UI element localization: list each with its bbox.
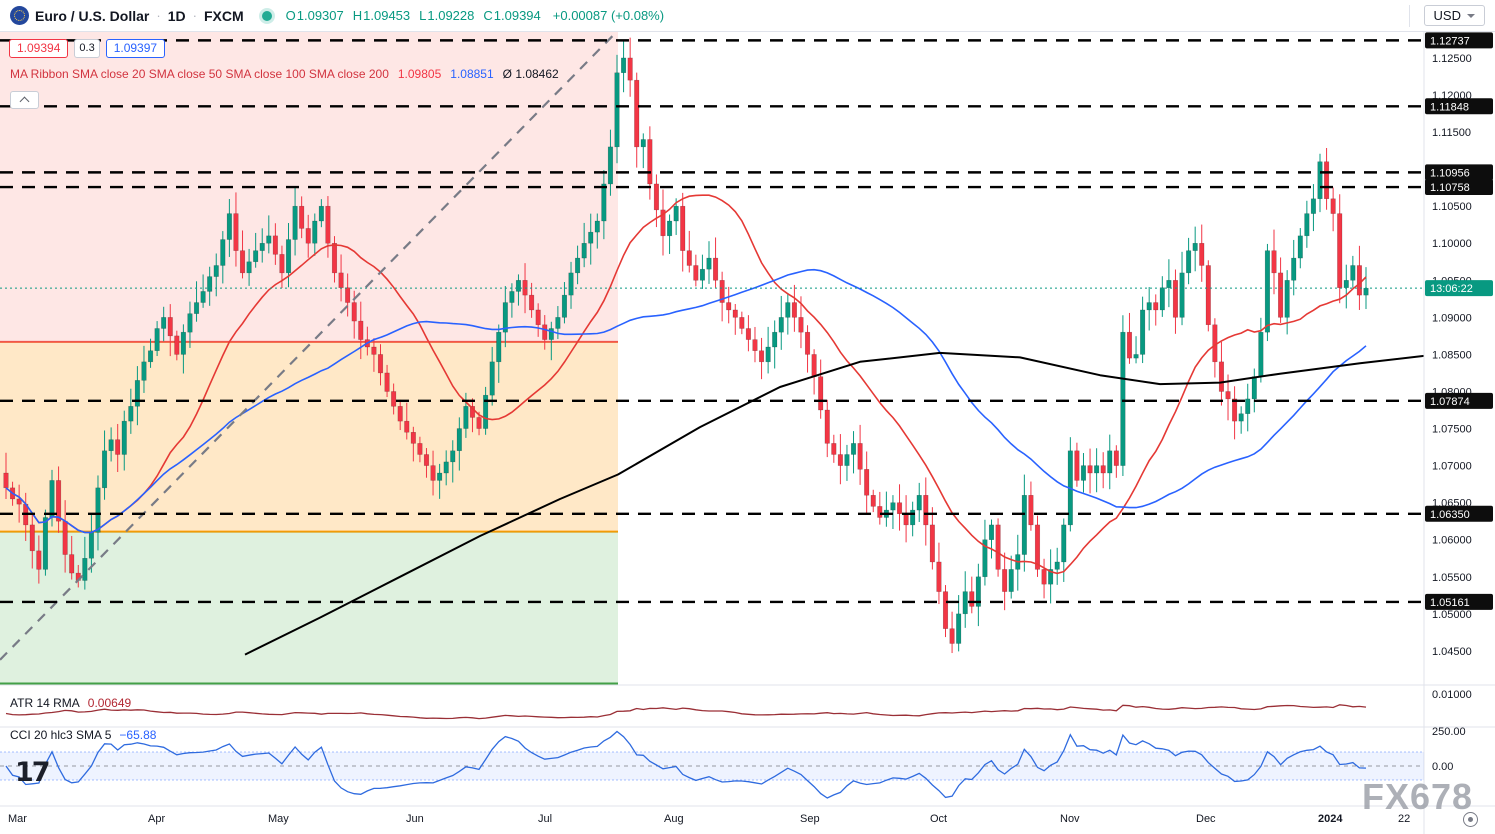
- time-axis-label: Dec: [1196, 813, 1216, 825]
- sma-200-line: [244, 351, 1424, 656]
- price-tick-label: 1.07500: [1432, 424, 1472, 436]
- price-level-badge-label: 1.12737: [1430, 35, 1470, 47]
- price-level-badge[interactable]: [1425, 179, 1493, 196]
- high-label: H: [352, 8, 363, 23]
- price-tick-label: 1.10500: [1432, 201, 1472, 213]
- price-level-badge-label: 1.05161: [1430, 597, 1470, 609]
- high-value: 1.09453: [363, 8, 411, 23]
- cci-tick-label: 250.00: [1432, 726, 1466, 738]
- low-value: 1.09228: [427, 8, 475, 23]
- ma-ribbon-value-1: 1.09805: [397, 67, 442, 81]
- currency-label: USD: [1433, 8, 1461, 23]
- symbol-title[interactable]: Euro / U.S. Dollar: [35, 7, 150, 24]
- separator: ·: [192, 8, 197, 23]
- bid-badge[interactable]: 1.09394: [9, 39, 69, 58]
- time-axis-label: Nov: [1060, 813, 1080, 825]
- change-value: +0.00087 (+0.08%): [552, 8, 665, 23]
- price-level-badge-label: 1.06350: [1430, 509, 1470, 521]
- price-axis[interactable]: [1424, 32, 1495, 806]
- legend-collapse-button[interactable]: [10, 91, 39, 109]
- price-level-badge[interactable]: [1425, 392, 1493, 409]
- sma-20-line: [5, 194, 1367, 575]
- chevron-up-icon: [19, 96, 30, 107]
- ma-ribbon-value-2: 1.08851: [450, 67, 494, 81]
- price-tick-label: 1.10000: [1432, 238, 1472, 250]
- time-axis-label: 2024: [1318, 813, 1343, 825]
- time-axis-label: May: [268, 813, 289, 825]
- cci-tick-label: 0.00: [1432, 761, 1453, 773]
- time-axis-label: Jun: [406, 813, 424, 825]
- open-value: 1.09307: [296, 8, 344, 23]
- candlestick-series: [3, 37, 1369, 654]
- separator: ·: [156, 8, 161, 23]
- time-axis-label: Sep: [800, 813, 820, 825]
- sma-50-line: [5, 268, 1367, 534]
- price-tick-label: 1.06000: [1432, 535, 1472, 547]
- zone-middle: [0, 341, 618, 532]
- price-tick-label: 1.08500: [1432, 349, 1472, 361]
- target-icon[interactable]: [1463, 812, 1478, 827]
- spread-badge: 0.3: [74, 39, 100, 58]
- price-level-badge-label: 1.11848: [1430, 101, 1469, 113]
- ma-ribbon-legend: MA Ribbon SMA close 20 SMA close 50 SMA …: [10, 67, 559, 81]
- price-tick-label: 1.09000: [1432, 312, 1472, 324]
- currency-dropdown[interactable]: USD: [1423, 5, 1485, 26]
- time-axis-label: Aug: [664, 813, 684, 825]
- topbar: Euro / U.S. Dollar · 1D · FXCM O 1.09307 …: [0, 0, 1495, 32]
- close-value: 1.09394: [493, 8, 541, 23]
- price-level-badge[interactable]: [1425, 32, 1493, 49]
- price-level-badge-label: 1.10758: [1430, 182, 1470, 194]
- price-tick-label: 1.04500: [1432, 646, 1472, 658]
- price-tick-label: 1.05000: [1432, 609, 1472, 621]
- time-axis-label: Mar: [8, 813, 27, 825]
- cci-value: −65.88: [119, 728, 157, 742]
- cci-legend: CCI 20 hlc3 SMA 5 −65.88: [10, 728, 156, 742]
- atr-line: [5, 704, 1367, 720]
- cci-title[interactable]: CCI 20 hlc3 SMA 5: [10, 728, 112, 742]
- close-label: C: [483, 8, 493, 23]
- countdown-label: 13:06:22: [1430, 283, 1473, 295]
- toolbar-divider: [1408, 4, 1410, 27]
- time-axis-label: Oct: [930, 813, 947, 825]
- price-tick-label: 1.12500: [1432, 53, 1472, 65]
- price-level-badge-label: 1.10956: [1430, 167, 1470, 179]
- symbol-icon-eur[interactable]: [10, 6, 29, 25]
- bid-ask-row: 1.09394 0.3 1.09397: [9, 39, 166, 58]
- time-axis-label: Apr: [148, 813, 165, 825]
- time-axis-label: Jul: [538, 813, 552, 825]
- cci-line: [5, 730, 1367, 799]
- trendline[interactable]: [0, 32, 616, 661]
- atr-title[interactable]: ATR 14 RMA: [10, 696, 80, 710]
- open-label: O: [285, 8, 296, 23]
- exchange-label[interactable]: FXCM: [203, 7, 244, 24]
- price-level-badge-label: 1.07874: [1430, 396, 1470, 408]
- price-tick-label: 1.05500: [1432, 572, 1472, 584]
- price-level-badge[interactable]: [1425, 505, 1493, 522]
- time-axis-label: 22: [1398, 813, 1410, 825]
- ma-ribbon-title[interactable]: MA Ribbon SMA close 20 SMA close 50 SMA …: [10, 67, 389, 81]
- low-label: L: [419, 8, 427, 23]
- countdown-badge: [1425, 280, 1493, 297]
- zone-lower: [0, 531, 618, 684]
- ohlc-readout: O 1.09307 H 1.09453 L 1.09228 C 1.09394 +0.0…: [286, 8, 664, 23]
- price-level-badge[interactable]: [1425, 593, 1493, 610]
- price-level-badge[interactable]: [1425, 98, 1493, 115]
- atr-legend: ATR 14 RMA 0.00649: [10, 696, 131, 710]
- atr-tick-label: 0.01000: [1432, 689, 1472, 701]
- price-tick-label: 1.07000: [1432, 461, 1472, 473]
- atr-value: 0.00649: [87, 696, 132, 710]
- interval-button[interactable]: 1D: [167, 7, 186, 24]
- price-level-badge[interactable]: [1425, 164, 1493, 181]
- watermark: FX678: [1362, 776, 1474, 817]
- chevron-down-icon: [1467, 13, 1475, 18]
- time-axis[interactable]: [0, 806, 1424, 834]
- market-status-icon: [261, 10, 272, 21]
- ma-ribbon-average: Ø 1.08462: [502, 67, 559, 81]
- tradingview-logo[interactable]: 17: [15, 757, 51, 788]
- price-tick-label: 1.11500: [1432, 127, 1471, 139]
- ask-badge[interactable]: 1.09397: [105, 39, 166, 58]
